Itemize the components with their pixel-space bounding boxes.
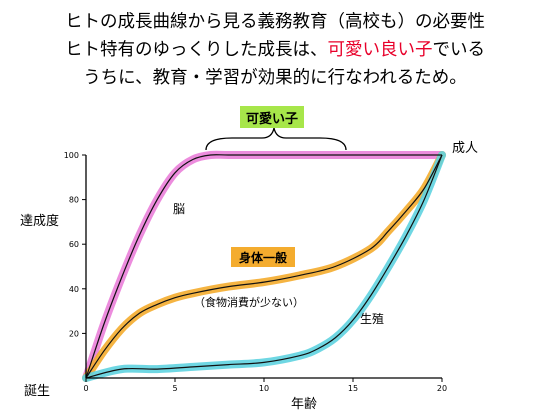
series-line-reproductive xyxy=(85,154,443,379)
x-tick-label-15: 15 xyxy=(348,384,358,393)
heading-line-2-end: でいる xyxy=(432,40,486,60)
y-tick-label-100: 100 xyxy=(64,151,79,160)
tick-layer: 0 5 10 15 20 100 80 60 40 20 xyxy=(64,151,447,393)
heading-line-2-start: ヒト特有のゆっくりした成長は、 xyxy=(65,40,328,60)
y-tick-label-20: 20 xyxy=(69,329,79,338)
x-axis-label: 年齢 xyxy=(291,397,317,412)
end-label-adult: 成人 xyxy=(452,141,478,156)
cute-label-box xyxy=(240,106,304,128)
heading-line-2: ヒト特有のゆっくりした成長は、可愛い良い子でいる xyxy=(0,38,550,62)
origin-label: 誕生 xyxy=(24,384,50,399)
y-tick-label-40: 40 xyxy=(69,285,79,294)
heading-line-1: ヒトの成長曲線から見る義務教育（高校も）の必要性 xyxy=(65,12,485,32)
y-axis-label: 達成度 xyxy=(20,213,59,229)
heading-line-3: うちに、教育・学習が効果的に行なわれるため。 xyxy=(83,68,467,88)
heading-highlight-cute-child: 可愛い良い子 xyxy=(327,40,433,60)
x-tick-label-0: 0 xyxy=(83,384,88,393)
y-tick-label-60: 60 xyxy=(69,240,79,249)
cute-period-brace xyxy=(205,127,347,151)
body-note: （食物消費が少ない） xyxy=(194,295,304,309)
series-label-body-box xyxy=(231,247,295,267)
cute-label: 可愛い子 xyxy=(246,111,298,127)
series-line-brain xyxy=(85,154,442,379)
series-label-reproductive: 生殖 xyxy=(360,311,384,326)
series-label-body: 身体一般 xyxy=(239,250,287,265)
series-line-body xyxy=(85,154,443,379)
x-tick-label-5: 5 xyxy=(172,384,177,393)
y-tick-label-80: 80 xyxy=(69,196,79,205)
curve-layer xyxy=(85,154,443,379)
x-tick-label-10: 10 xyxy=(259,384,269,393)
x-tick-label-20: 20 xyxy=(437,384,447,393)
series-label-brain: 脳 xyxy=(173,202,185,216)
